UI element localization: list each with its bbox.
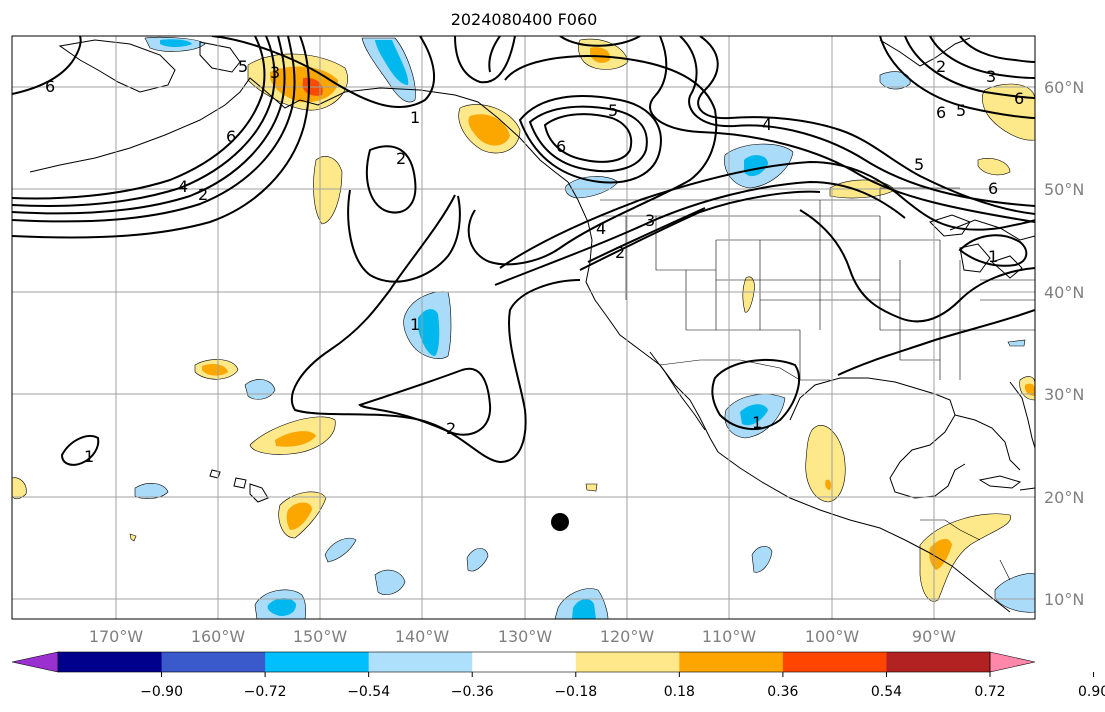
colorbar: −0.90 −0.72 −0.54 −0.36 −0.18 0.18 0.36 0.54 0.7…: [11, 651, 1105, 700]
lon-label: 140°W: [395, 627, 450, 646]
contour-label: 1: [410, 108, 420, 127]
colorbar-tick-label: −0.90: [140, 684, 183, 700]
contour-label: 6: [45, 77, 55, 96]
colorbar-tick-label: 0.72: [974, 684, 1005, 700]
colorbar-tick-label: 0.18: [664, 684, 695, 700]
colorbar-segment: [782, 652, 887, 672]
lon-label: 100°W: [805, 627, 860, 646]
contour-label: 5: [914, 155, 924, 174]
colorbar-tick-label: −0.36: [451, 684, 494, 700]
lat-label: 30°N: [1044, 385, 1084, 404]
colorbar-tick-label: 0.90: [1078, 684, 1105, 700]
map-background: [12, 36, 1035, 619]
contour-label: 2: [936, 57, 946, 76]
colorbar-tick-label: 0.36: [767, 684, 798, 700]
contour-label: 6: [556, 137, 566, 156]
colorbar-segment: [886, 652, 991, 672]
contour-label: 6: [226, 127, 236, 146]
colorbar-extend-high: [989, 651, 1036, 673]
lon-label: 110°W: [702, 627, 757, 646]
contour-label: 4: [178, 177, 188, 196]
colorbar-segment: [679, 652, 784, 672]
lat-label: 40°N: [1044, 283, 1084, 302]
contour-label-group: 6 5 3 6 4 2 2 1 5 6 4 3 2 4 2 3 6 5 6 5 …: [45, 57, 1024, 466]
contour-label: 6: [988, 179, 998, 198]
lon-label: 120°W: [600, 627, 655, 646]
map-title: 2024080400 F060: [450, 10, 598, 29]
contour-label: 2: [198, 185, 208, 204]
contour-label: 2: [396, 149, 406, 168]
contour-label: 5: [608, 101, 618, 120]
lat-label: 10°N: [1044, 590, 1084, 609]
contour-label: 5: [956, 101, 966, 120]
colorbar-segment: [575, 652, 680, 672]
colorbar-tick-label: −0.54: [347, 684, 390, 700]
contour-label: 6: [936, 103, 946, 122]
coastline-layer: [29, 37, 1035, 613]
contour-label: 2: [446, 419, 456, 438]
lon-label: 150°W: [293, 627, 348, 646]
contour-label: 3: [986, 67, 996, 86]
latitude-labels: 60°N 50°N 40°N 30°N 20°N 10°N: [1044, 78, 1084, 609]
contour-label: 3: [270, 63, 280, 82]
lon-label: 170°W: [89, 627, 144, 646]
location-marker-dot: [551, 513, 569, 531]
colorbar-outline: [57, 651, 991, 673]
colorbar-segment: [58, 652, 163, 672]
colorbar-segment: [368, 652, 473, 672]
colorbar-segment: [265, 652, 370, 672]
colorbar-tick-label: 0.54: [871, 684, 902, 700]
contour-label: 1: [988, 247, 998, 266]
contour-label: 5: [238, 57, 248, 76]
contour-label: 1: [752, 413, 762, 432]
lon-label: 90°W: [912, 627, 956, 646]
map-frame: [11, 35, 1036, 620]
contour-label: 4: [596, 219, 606, 238]
colorbar-extend-low: [11, 651, 59, 673]
lat-label: 60°N: [1044, 78, 1084, 97]
lon-label: 130°W: [498, 627, 553, 646]
lat-label: 50°N: [1044, 180, 1084, 199]
longitude-labels: 170°W 160°W 150°W 140°W 130°W 120°W 110°…: [89, 627, 956, 646]
contour-label: 1: [84, 447, 94, 466]
contour-lines: [12, 36, 1035, 466]
contour-label: 3: [645, 211, 655, 230]
colorbar-tick-label: −0.18: [554, 684, 597, 700]
colorbar-segment: [161, 652, 266, 672]
colorbar-tick-label: −0.72: [244, 684, 287, 700]
contour-label: 6: [1014, 89, 1024, 108]
lon-label: 160°W: [191, 627, 246, 646]
contour-label: 2: [615, 243, 625, 262]
colorbar-segment: [472, 652, 577, 672]
contour-label: 1: [410, 315, 420, 334]
lat-label: 20°N: [1044, 488, 1084, 507]
contour-label: 4: [762, 115, 772, 134]
graticule: [12, 36, 1035, 619]
